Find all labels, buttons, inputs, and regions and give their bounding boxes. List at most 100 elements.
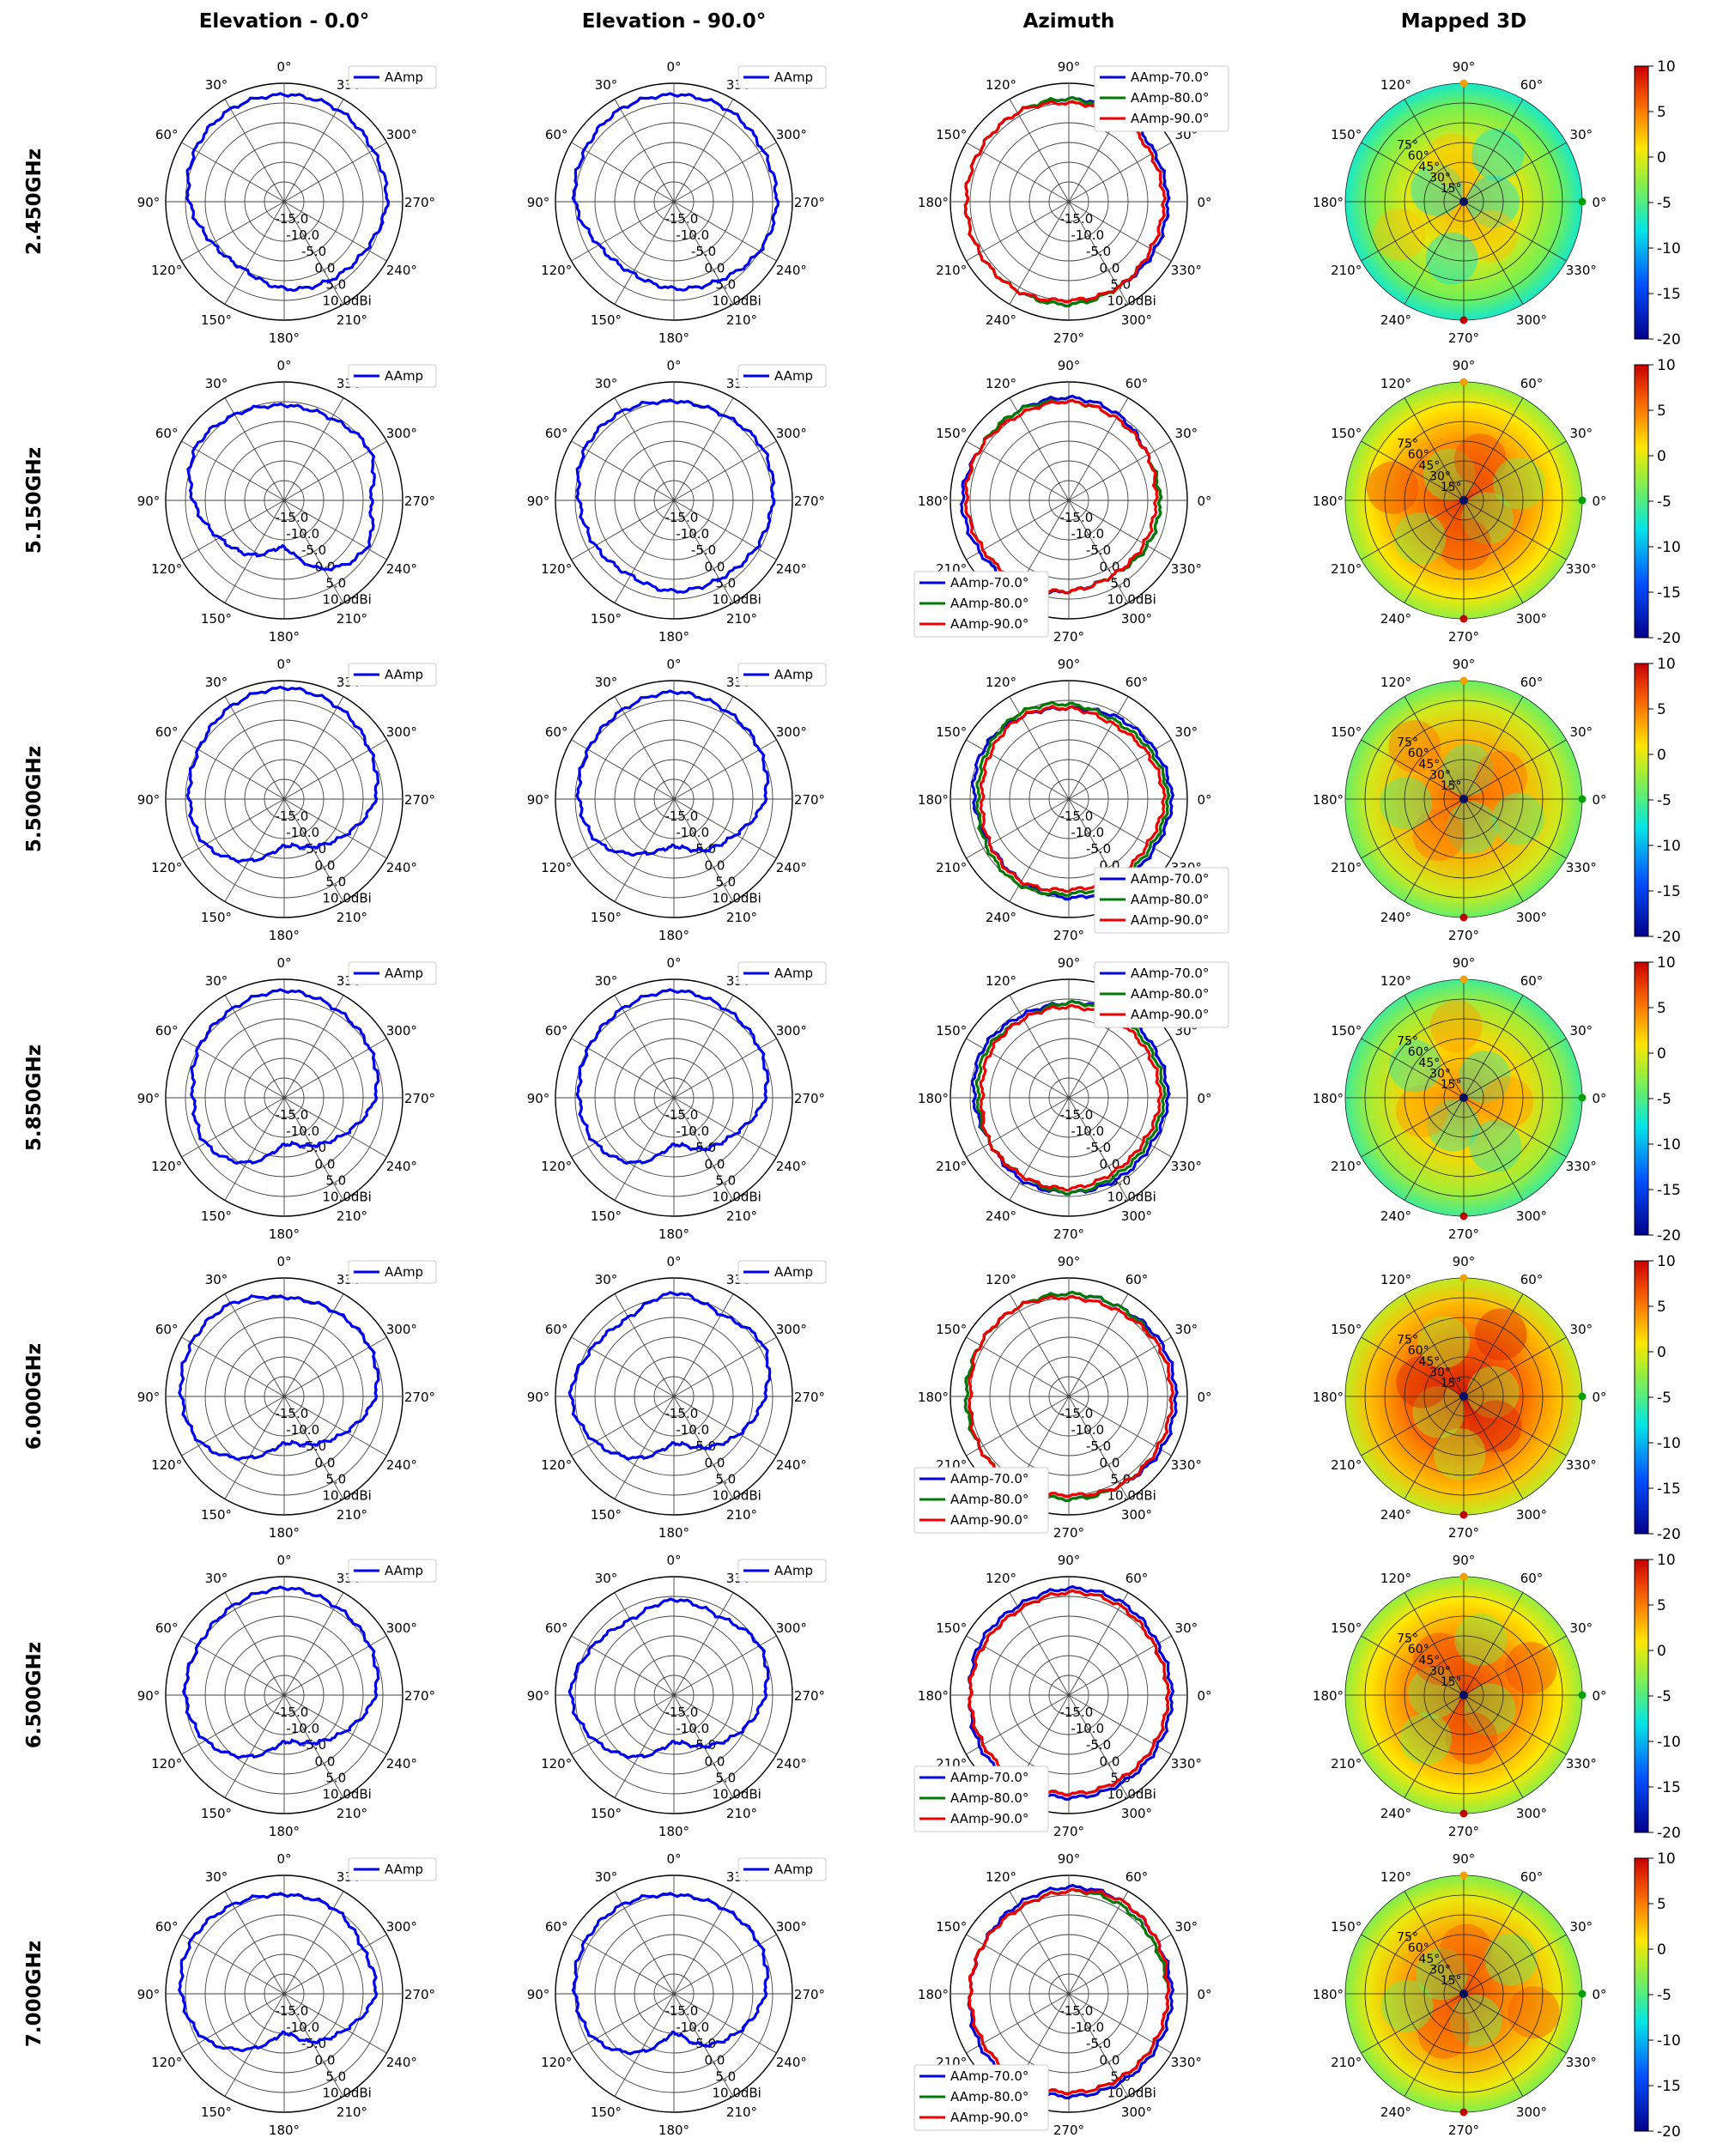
angle-label: 210° <box>337 2105 367 2120</box>
angle-label: 60° <box>545 1023 568 1039</box>
map-theta-label: 60° <box>1408 1643 1429 1656</box>
map-angle-label: 30° <box>1570 1023 1593 1039</box>
angle-label: 150° <box>591 1507 622 1523</box>
angle-label: 0° <box>1197 1091 1211 1106</box>
legend-box <box>737 364 827 388</box>
legend-label: AAmp-90.0° <box>950 1811 1028 1826</box>
radial-tick-label: -5.0 <box>691 542 716 558</box>
map-blotch <box>1380 777 1432 830</box>
map-spoke <box>1463 995 1524 1099</box>
angle-label: 300° <box>386 1023 417 1039</box>
angle-label: 330° <box>1171 561 1202 577</box>
grid-spoke <box>673 201 734 305</box>
map-blotch <box>1433 1428 1486 1481</box>
angle-label: 300° <box>776 724 807 740</box>
angle-label: 90° <box>137 1390 161 1405</box>
map-blotch <box>1449 1995 1502 2047</box>
map-spoke <box>1463 99 1524 203</box>
map-angle-label: 90° <box>1453 1851 1476 1867</box>
radial-tick-label: -15.0 <box>664 2003 698 2019</box>
map-marker-bottom <box>1459 1212 1468 1220</box>
angle-label: 30° <box>1175 1919 1198 1935</box>
grid-spoke <box>614 1592 675 1696</box>
radial-tick-label: -15.0 <box>275 510 308 525</box>
radial-tick-label: 0.0 <box>705 559 725 574</box>
radial-tick-label: 10.0dBi <box>712 1786 761 1802</box>
grid-spoke <box>966 201 1070 262</box>
radial-tick-label: -5.0 <box>1086 1737 1111 1753</box>
colorbar-tick-label: -5 <box>1657 1688 1671 1705</box>
radial-tick-label: 5.0 <box>715 1471 736 1487</box>
colorbar-tick-label: -10 <box>1657 1435 1681 1452</box>
angle-label: 330° <box>1171 1756 1202 1771</box>
map-spoke <box>1361 1038 1465 1099</box>
radial-tick-label: -15.0 <box>664 1107 698 1123</box>
grid-spoke <box>283 995 344 1099</box>
grid-spoke <box>1068 1396 1172 1457</box>
radial-tick-label: -15.0 <box>664 211 698 227</box>
grid-spoke <box>283 1097 387 1158</box>
radial-tick-label: 0.0 <box>1100 1753 1120 1769</box>
colorbar-tick-label: -20 <box>1657 1825 1681 1842</box>
radial-tick-label: -15.0 <box>1059 510 1093 525</box>
map-blotch <box>1426 133 1479 186</box>
angle-label: 120° <box>151 1159 182 1174</box>
angle-label: 150° <box>591 312 622 328</box>
angle-label: 240° <box>386 1159 417 1174</box>
legend-label: AAmp-80.0° <box>950 596 1028 611</box>
map-spoke <box>1361 1097 1465 1158</box>
map-angle-label: 120° <box>1380 1571 1411 1586</box>
map-angle-label: 240° <box>1380 1806 1411 1821</box>
colorbar-tick-label: 5 <box>1657 104 1666 121</box>
angle-label: 210° <box>337 910 367 925</box>
radial-tick-label: -10.0 <box>676 825 709 840</box>
azimuth-plot: 0°30°60°90°120°150°180°210°240°270°300°3… <box>913 1553 1212 1839</box>
map-angle-label: 120° <box>1380 675 1411 690</box>
radial-tick-label: -15.0 <box>1059 211 1093 227</box>
angle-label: 150° <box>201 611 232 627</box>
map-blotch <box>1439 518 1492 571</box>
angle-label: 120° <box>541 263 572 278</box>
angle-label: 120° <box>151 1457 182 1473</box>
angle-label: 240° <box>986 1208 1016 1224</box>
legend-label: AAmp-90.0° <box>1131 1007 1209 1022</box>
column-header-mapped-3d: Mapped 3D <box>1400 10 1527 33</box>
map-angle-label: 300° <box>1516 611 1547 627</box>
radial-tick-label: 0.0 <box>705 1156 725 1172</box>
colorbar-tick-label: -10 <box>1657 1136 1681 1154</box>
angle-label: 120° <box>541 1756 572 1771</box>
angle-label: 90° <box>1058 358 1081 373</box>
map-angle-label: 180° <box>1313 494 1344 509</box>
angle-label: 0° <box>666 657 681 672</box>
grid-spoke <box>1068 500 1172 560</box>
map-angle-label: 120° <box>1380 77 1411 93</box>
angle-label: 270° <box>404 1987 435 2002</box>
map-blotch <box>1425 232 1478 285</box>
angle-label: 270° <box>794 1390 825 1405</box>
legend-label: AAmp-80.0° <box>950 2089 1028 2105</box>
radial-tick-label: -5.0 <box>691 1737 716 1753</box>
angle-label: 150° <box>201 2105 232 2120</box>
angle-label: 30° <box>595 77 618 93</box>
grid-spoke <box>673 1592 734 1696</box>
colorbar-tick-label: -15 <box>1657 2078 1681 2095</box>
angle-label: 270° <box>1053 330 1084 346</box>
map-spoke <box>1463 1891 1524 1995</box>
azimuth-plot: 0°30°60°90°120°150°180°210°240°270°300°3… <box>918 657 1229 943</box>
map-theta-label: 45° <box>1418 160 1440 174</box>
legend-box <box>348 961 437 985</box>
map-center-dot <box>1459 1093 1468 1102</box>
angle-label: 180° <box>269 1226 300 1242</box>
map-spoke <box>1361 201 1465 262</box>
angle-label: 240° <box>776 561 807 577</box>
angle-label: 150° <box>591 910 622 925</box>
angle-label: 210° <box>726 1507 757 1523</box>
column-header-elevation-0: Elevation - 0.0° <box>198 10 370 33</box>
radial-tick-label: 5.0 <box>715 874 736 889</box>
legend-box <box>348 663 437 687</box>
radial-tick-label: 0.0 <box>315 2052 336 2068</box>
map-angle-label: 60° <box>1520 1272 1544 1287</box>
radial-tick-label: -10.0 <box>1071 227 1104 243</box>
radial-tick-label: -10.0 <box>1071 526 1104 542</box>
angle-label: 120° <box>541 561 572 577</box>
